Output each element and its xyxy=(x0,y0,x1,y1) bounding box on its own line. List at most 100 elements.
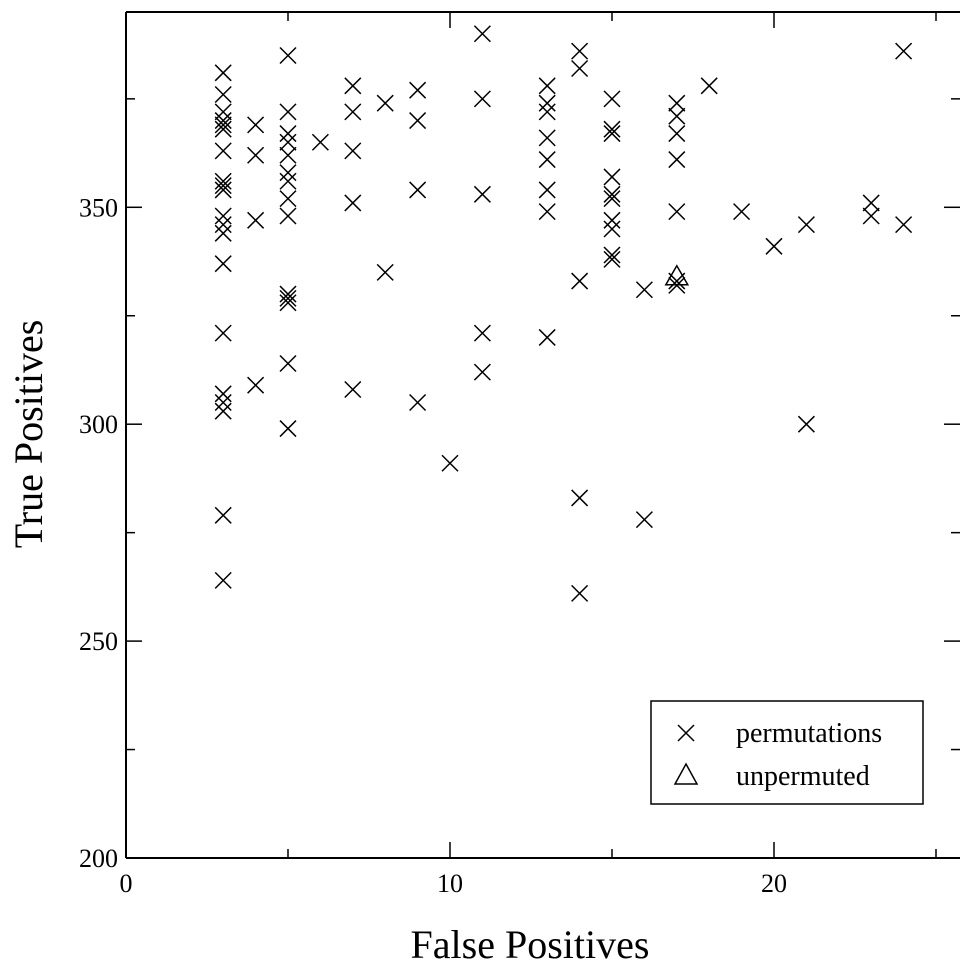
permutation-point xyxy=(279,289,297,307)
legend-label-permutations: permutations xyxy=(736,718,882,749)
permutation-point xyxy=(538,203,556,221)
permutation-point xyxy=(538,77,556,95)
permutation-point xyxy=(668,94,686,112)
permutation-point xyxy=(895,42,913,60)
permutation-point xyxy=(279,125,297,143)
permutation-point xyxy=(409,81,427,99)
permutation-point xyxy=(344,77,362,95)
permutation-point xyxy=(344,142,362,160)
permutation-point xyxy=(635,511,653,529)
unpermuted-point xyxy=(664,264,690,286)
permutation-point xyxy=(797,216,815,234)
permutation-point xyxy=(214,181,232,199)
legend-box xyxy=(650,700,924,805)
permutation-point xyxy=(668,151,686,169)
plot-frame xyxy=(125,11,960,859)
permutation-point xyxy=(279,46,297,65)
permutation-point xyxy=(668,125,686,143)
permutation-point xyxy=(603,250,621,268)
permutation-point xyxy=(214,85,232,104)
permutation-point xyxy=(247,211,265,229)
legend-marker-x xyxy=(677,724,695,742)
permutation-point xyxy=(214,402,232,420)
y-axis-label: True Positives xyxy=(6,320,51,549)
x-tick-label: 10 xyxy=(437,869,463,898)
permutation-point xyxy=(214,385,232,403)
permutation-point xyxy=(538,151,556,169)
permutation-point xyxy=(733,203,751,221)
permutation-point xyxy=(603,185,621,203)
permutation-point xyxy=(797,415,815,433)
permutation-point xyxy=(214,64,232,82)
permutation-point xyxy=(571,489,589,507)
permutation-point xyxy=(765,237,783,255)
permutation-point xyxy=(376,94,394,112)
y-tick-label: 300 xyxy=(79,410,118,439)
permutation-point xyxy=(214,120,232,138)
permutation-point xyxy=(473,25,491,43)
permutation-point xyxy=(311,133,329,151)
permutation-point xyxy=(538,94,556,112)
permutation-point xyxy=(214,216,232,234)
permutation-point xyxy=(571,272,589,290)
data-points xyxy=(214,25,913,602)
permutation-point xyxy=(279,294,297,312)
permutation-point xyxy=(279,164,297,182)
permutation-point xyxy=(473,324,491,342)
permutation-point xyxy=(376,263,394,281)
permutation-point xyxy=(279,420,297,438)
permutation-point xyxy=(409,181,427,199)
permutation-point xyxy=(247,376,265,394)
permutation-point xyxy=(473,363,491,381)
permutation-point xyxy=(603,211,621,229)
legend-label-unpermuted: unpermuted xyxy=(736,761,870,792)
x-tick-label: 0 xyxy=(120,869,133,898)
legend-item-permutations: permutations xyxy=(677,718,882,749)
permutation-point xyxy=(441,454,459,472)
permutation-point xyxy=(603,220,621,238)
permutation-point xyxy=(279,207,297,225)
permutation-point xyxy=(862,207,880,225)
permutation-point xyxy=(214,571,232,589)
permutation-point xyxy=(571,59,589,78)
permutation-point xyxy=(247,146,265,164)
permutation-point xyxy=(214,112,232,130)
permutation-point xyxy=(603,90,621,108)
permutation-point xyxy=(895,216,913,234)
permutation-point xyxy=(603,168,621,186)
permutation-point xyxy=(344,380,362,399)
permutation-point xyxy=(214,506,232,524)
axis-ticks xyxy=(125,12,960,859)
x-tick-label: 20 xyxy=(761,869,787,898)
permutation-point xyxy=(214,142,232,160)
permutation-point xyxy=(409,112,427,130)
permutation-point xyxy=(603,190,621,208)
permutation-point xyxy=(279,285,297,303)
legend-item-unpermuted: unpermuted xyxy=(673,761,870,792)
permutation-point xyxy=(214,324,232,342)
permutation-point xyxy=(279,190,297,208)
tick-labels: 0 10 20 200 250 300 350 xyxy=(79,193,787,898)
permutation-point xyxy=(603,246,621,264)
permutation-point xyxy=(214,255,232,273)
permutation-point xyxy=(344,103,362,121)
permutation-point xyxy=(214,172,232,190)
y-tick-label: 350 xyxy=(79,193,118,222)
permutation-point xyxy=(571,584,589,602)
legend: permutations unpermuted xyxy=(650,700,924,805)
permutation-point xyxy=(538,181,556,199)
permutation-point xyxy=(473,90,491,108)
permutation-point xyxy=(214,393,232,412)
permutation-point xyxy=(538,328,556,346)
permutation-point xyxy=(214,116,232,134)
permutation-point xyxy=(214,224,232,242)
permutation-point xyxy=(571,42,589,60)
y-tick-label: 250 xyxy=(79,627,118,656)
permutation-point xyxy=(538,103,556,121)
permutation-point xyxy=(409,393,427,412)
permutation-point xyxy=(247,116,265,134)
permutation-point xyxy=(279,146,297,164)
permutation-point xyxy=(279,172,297,190)
legend-marker-triangle xyxy=(673,762,699,785)
